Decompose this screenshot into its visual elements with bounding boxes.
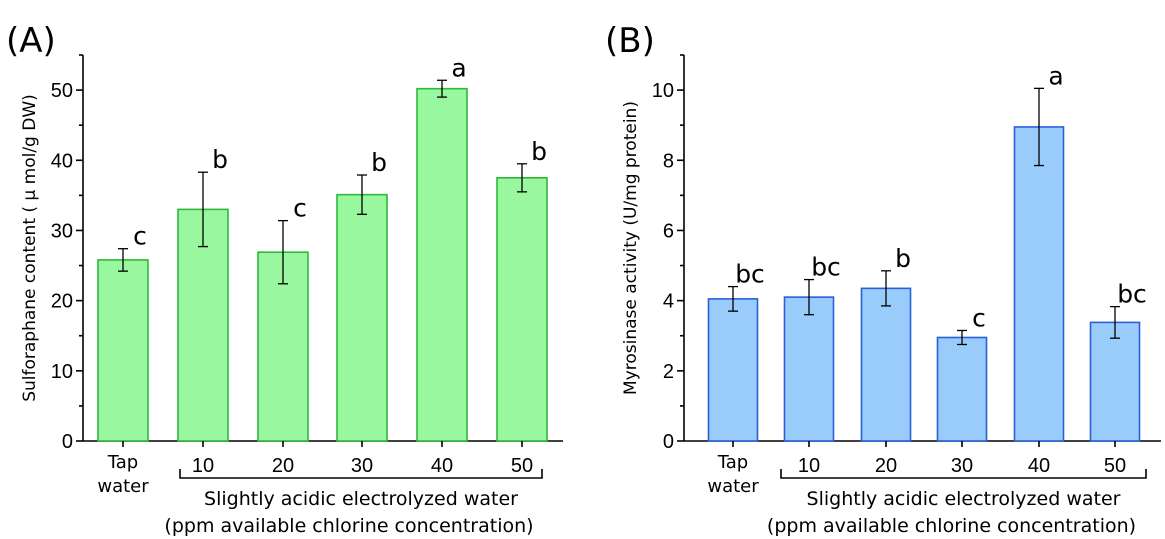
y-tick-label: 10: [51, 361, 73, 383]
y-tick-label: 0: [663, 431, 674, 453]
significance-label: bc: [811, 253, 841, 282]
x-category-label: 40: [1028, 455, 1050, 477]
x-category-label: water: [97, 476, 149, 497]
x-category-label: water: [707, 476, 759, 497]
x-category-label: 10: [798, 455, 820, 477]
x-category-label: 10: [192, 455, 214, 477]
x-category-label: 20: [272, 455, 294, 477]
significance-label: a: [451, 53, 466, 82]
x-category-label: 50: [1104, 455, 1126, 477]
y-tick-label: 4: [663, 291, 674, 313]
y-tick-label: 6: [663, 220, 674, 242]
significance-label: b: [531, 137, 547, 166]
y-tick-label: 0: [62, 431, 73, 453]
panel-label: (B): [605, 21, 655, 61]
y-tick-label: 8: [663, 150, 674, 172]
significance-label: bc: [1117, 280, 1147, 309]
significance-label: c: [972, 303, 986, 332]
y-tick-label: 10: [652, 80, 674, 102]
bar: [496, 177, 548, 442]
x-category-label: 40: [431, 455, 453, 477]
y-tick-label: 20: [51, 291, 73, 313]
significance-label: b: [371, 148, 387, 177]
bar: [783, 296, 835, 442]
significance-label: b: [212, 145, 228, 174]
x-category-label: 30: [951, 455, 973, 477]
x-category-label: Tap: [107, 452, 138, 473]
chart-panel-b: (B) 0 2 4 6 8 10 Myrosinase activity (U/mg prot…: [605, 21, 1161, 537]
x-axis-label-line1: Slightly acidic electrolyzed water: [807, 488, 1121, 510]
x-category-label: 50: [511, 455, 533, 477]
bar: [936, 336, 988, 442]
bar: [1013, 126, 1065, 442]
category-bracket: [780, 469, 1147, 479]
panel-label: (A): [6, 21, 56, 61]
bar: [416, 87, 468, 442]
category-bracket: [179, 469, 543, 479]
x-category-label: Tap: [717, 452, 748, 473]
significance-label: c: [293, 194, 307, 223]
bar: [336, 193, 388, 442]
x-category-label: 30: [351, 455, 373, 477]
chart-panel-a: (A) 0 10 20 30 40 50 Sulforaphane content ( μ m…: [6, 21, 563, 537]
y-axis-label: Myrosinase activity (U/mg protein): [621, 101, 641, 395]
x-category-label: 20: [875, 455, 897, 477]
bar: [97, 259, 149, 442]
bar: [707, 298, 759, 442]
significance-label: b: [895, 244, 911, 273]
bar: [1089, 321, 1141, 442]
y-tick-label: 30: [51, 220, 73, 242]
y-tick-label: 2: [663, 361, 674, 383]
y-tick-label: 50: [51, 80, 73, 102]
significance-label: bc: [735, 260, 765, 289]
x-axis-label-line1: Slightly acidic electrolyzed water: [204, 488, 518, 510]
x-axis-label-line2: (ppm available chlorine concentration): [767, 515, 1136, 537]
bar: [860, 287, 912, 442]
significance-label: c: [133, 222, 147, 251]
y-tick-label: 40: [51, 150, 73, 172]
significance-label: a: [1048, 61, 1063, 90]
x-axis-label-line2: (ppm available chlorine concentration): [164, 515, 533, 537]
y-axis-label: Sulforaphane content ( μ mol/g DW): [20, 94, 40, 402]
